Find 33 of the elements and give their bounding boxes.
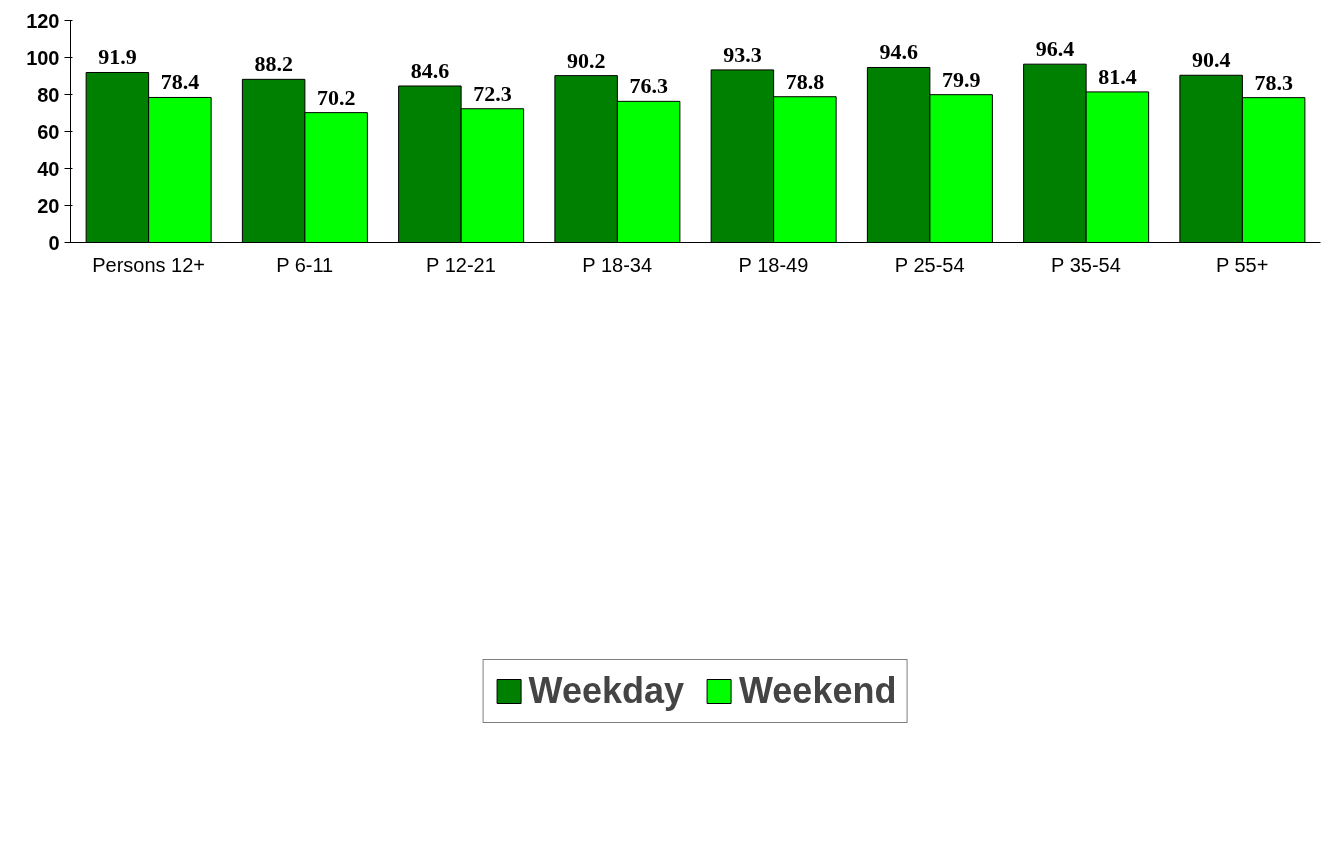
x-tick-label: P 12-21 — [426, 253, 496, 276]
data-label: 88.2 — [254, 51, 293, 77]
x-tick-label: P 25-54 — [894, 253, 965, 276]
y-tick-label: 20 — [37, 194, 60, 217]
data-label: 78.4 — [160, 69, 200, 95]
data-label: 78.3 — [1254, 69, 1293, 95]
y-tick-label: 0 — [48, 231, 60, 254]
x-tick-label: P 18-49 — [738, 253, 809, 276]
legend-label: Weekend — [739, 670, 897, 712]
data-label: 72.3 — [473, 80, 512, 106]
data-label: 96.4 — [1035, 36, 1075, 62]
y-tick-label: 40 — [37, 157, 60, 180]
x-tick-label: P 6-11 — [276, 253, 334, 276]
y-tick-label: 120 — [26, 9, 60, 32]
x-tick-label: Persons 12+ — [92, 253, 206, 276]
data-label: 76.3 — [629, 73, 668, 99]
data-label: 70.2 — [316, 84, 356, 110]
data-label: 90.4 — [1191, 47, 1231, 73]
data-label: 93.3 — [723, 41, 762, 67]
x-tick-label: P 18-34 — [582, 253, 653, 276]
data-label: 79.9 — [941, 66, 981, 92]
x-tick-label: P 55+ — [1215, 253, 1269, 276]
y-tick-label: 100 — [26, 46, 60, 69]
legend-label: Weekday — [528, 670, 685, 712]
data-label: 90.2 — [566, 47, 606, 73]
data-label: 91.9 — [98, 44, 137, 70]
data-label: 84.6 — [410, 57, 450, 83]
y-tick-label: 60 — [37, 120, 60, 143]
y-tick-label: 80 — [37, 83, 60, 106]
x-tick-label: P 35-54 — [1051, 253, 1121, 276]
data-label: 81.4 — [1098, 63, 1137, 89]
data-label: 78.8 — [785, 68, 825, 94]
data-label: 94.6 — [879, 39, 918, 65]
